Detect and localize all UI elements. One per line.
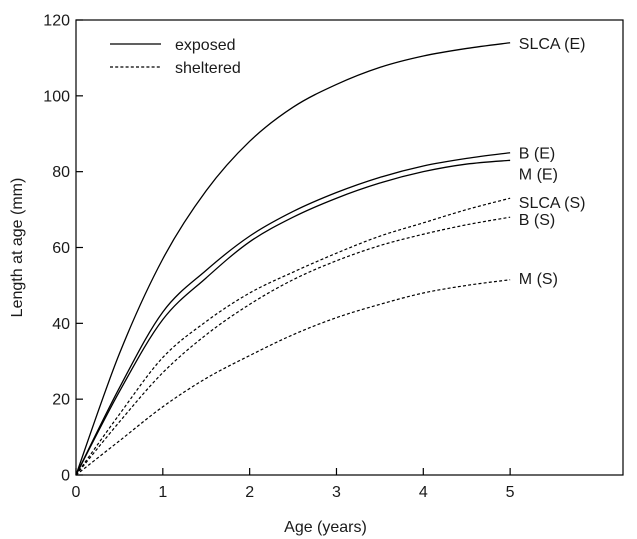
legend: exposed sheltered xyxy=(110,37,241,77)
y-tick-label: 120 xyxy=(43,13,70,30)
series-line-slca-s xyxy=(75,197,511,476)
curve-label-slca-s: SLCA (S) xyxy=(519,195,586,212)
series-line-b-s xyxy=(75,216,511,476)
axes: 0 20 40 60 80 100 120 0 1 2 3 4 5 Age (years) Length a… xyxy=(9,13,624,536)
y-tick-label: 100 xyxy=(43,88,70,105)
curve-label-b-s: B (S) xyxy=(519,212,555,229)
series-line-m-s xyxy=(75,279,511,476)
legend-label-exposed: exposed xyxy=(175,37,236,54)
x-tick-label: 5 xyxy=(506,484,515,501)
x-tick-label: 0 xyxy=(72,484,81,501)
y-tick-label: 0 xyxy=(61,468,70,485)
x-tick-label: 3 xyxy=(332,484,341,501)
y-axis-title: Length at age (mm) xyxy=(9,178,26,318)
curve-label-m-e: M (E) xyxy=(519,167,558,184)
curve-label-slca-e: SLCA (E) xyxy=(519,36,586,53)
curve-label-m-s: M (S) xyxy=(519,271,558,288)
x-tick-label: 1 xyxy=(158,484,167,501)
curve-label-b-e: B (E) xyxy=(519,146,555,163)
x-tick-label: 4 xyxy=(419,484,428,501)
x-axis-title: Age (years) xyxy=(284,519,367,536)
legend-label-sheltered: sheltered xyxy=(175,60,241,77)
y-tick-label: 20 xyxy=(52,392,70,409)
series-line-m-e xyxy=(75,159,511,476)
y-tick-label: 80 xyxy=(52,164,70,181)
y-tick-label: 60 xyxy=(52,240,70,257)
series-line-b-e xyxy=(75,152,511,476)
curve-labels: SLCA (E) B (E) M (E) SLCA (S)B (S) M (S) xyxy=(519,36,586,288)
series-line-slca-e xyxy=(75,42,511,476)
y-tick-label: 40 xyxy=(52,316,70,333)
x-tick-label: 2 xyxy=(245,484,254,501)
curves xyxy=(75,42,511,476)
